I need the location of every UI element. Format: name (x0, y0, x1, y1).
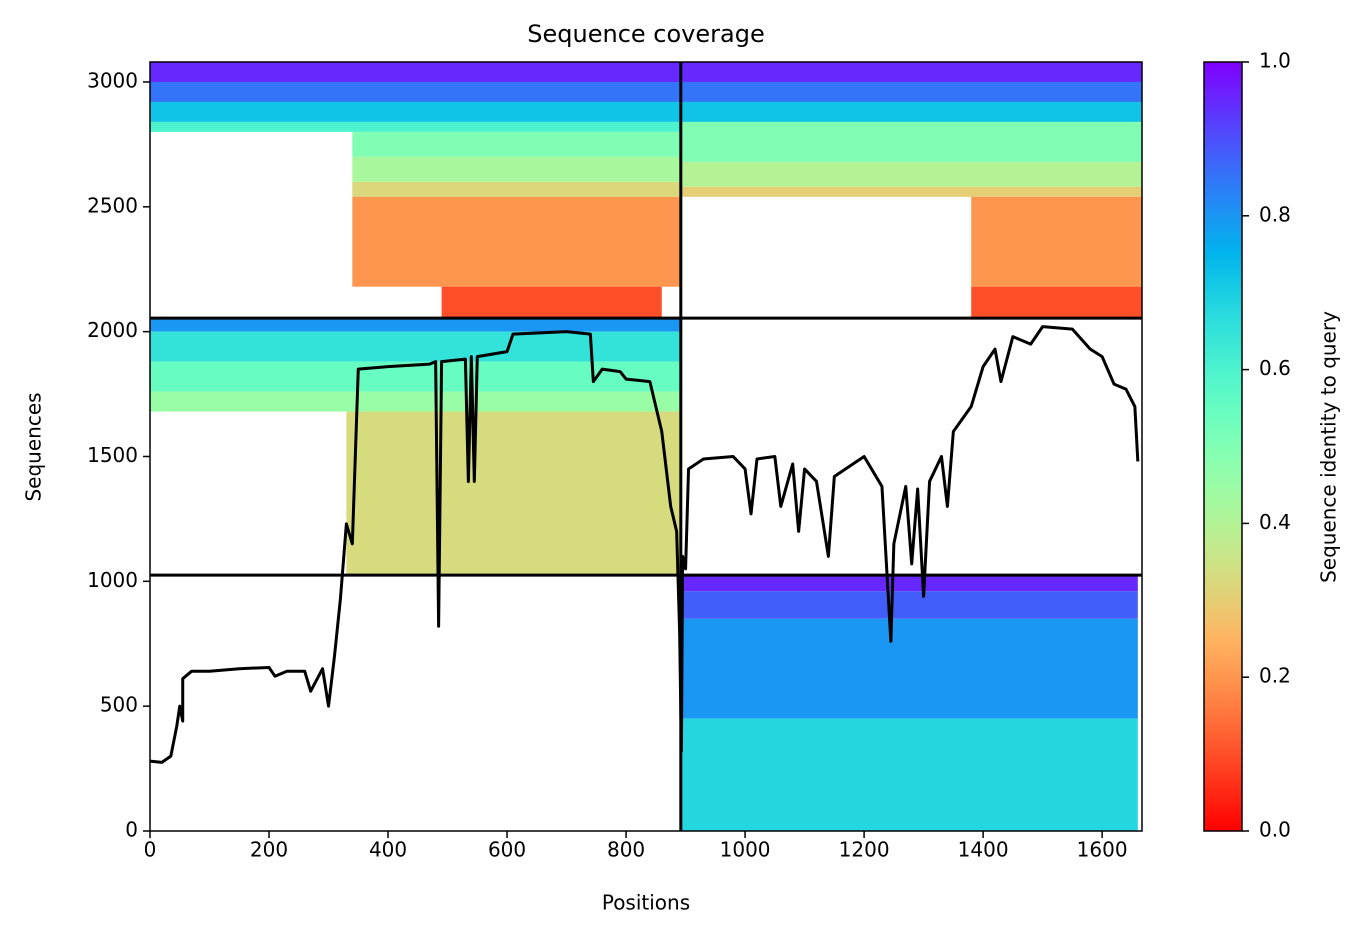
x-tick-label: 200 (250, 838, 288, 862)
y-tick-label: 500 (100, 693, 138, 717)
y-tick-label: 0 (125, 818, 138, 842)
colorbar-tick-label: 1.0 (1259, 49, 1291, 73)
x-axis-label: Positions (602, 891, 690, 915)
coverage-block (680, 575, 1138, 592)
y-axis-label: Sequences (22, 392, 46, 501)
coverage-block (680, 618, 1138, 719)
coverage-line (149, 325, 1140, 764)
coverage-block (352, 181, 681, 197)
colorbar-label: Sequence identity to query (1317, 311, 1341, 583)
colorbar-tick-label: 0.6 (1259, 356, 1291, 380)
x-tick-label: 400 (369, 838, 407, 862)
colorbar-tick-label: 0.0 (1259, 818, 1291, 842)
plot-frame (149, 61, 1143, 832)
colorbar-tick-label: 0.2 (1259, 664, 1291, 688)
coverage-block (971, 286, 1142, 319)
coverage-block (441, 286, 662, 319)
coverage-block (680, 718, 1138, 831)
x-tick-label: 1400 (958, 838, 1009, 862)
coverage-block (346, 411, 681, 576)
coverage-block (150, 318, 681, 332)
x-tick-label: 1200 (839, 838, 890, 862)
coverage-block (352, 196, 681, 287)
coverage-block (150, 331, 681, 362)
coverage-block (150, 391, 681, 412)
y-tick-label: 1500 (87, 443, 138, 467)
coverage-block (150, 101, 681, 122)
y-tick-label: 2500 (87, 193, 138, 217)
x-tick-label: 800 (607, 838, 645, 862)
colorbar-tick-label: 0.4 (1259, 510, 1291, 534)
y-tick-label: 1000 (87, 568, 138, 592)
coverage-block (971, 196, 1142, 287)
x-tick-label: 1600 (1077, 838, 1128, 862)
coverage-block (680, 186, 1142, 197)
coverage-block (680, 161, 1142, 187)
chart-title: Sequence coverage (527, 20, 764, 48)
coverage-block (680, 101, 1142, 122)
coverage-block (150, 62, 681, 82)
coverage-block (150, 121, 681, 132)
x-tick-label: 0 (144, 838, 157, 862)
coverage-block (680, 121, 1142, 162)
colorbar (1203, 61, 1243, 832)
coverage-block (680, 81, 1142, 102)
y-tick-label: 2000 (87, 318, 138, 342)
coverage-block (680, 591, 1138, 619)
colorbar-tick-label: 0.8 (1259, 202, 1291, 226)
coverage-block (680, 62, 1142, 82)
y-tick-label: 3000 (87, 68, 138, 92)
coverage-block (352, 156, 681, 182)
x-tick-label: 1000 (720, 838, 771, 862)
x-tick-label: 600 (488, 838, 526, 862)
coverage-block (150, 81, 681, 102)
coverage-block (352, 131, 681, 157)
